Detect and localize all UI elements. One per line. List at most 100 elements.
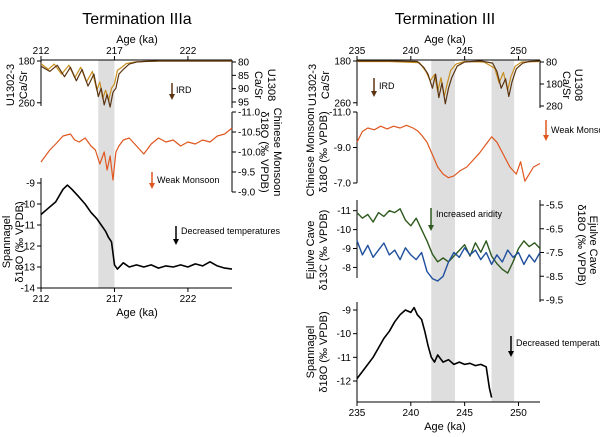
top-axis-title-left: Age (ka) — [116, 34, 158, 46]
top-x-tick-label: 250 — [510, 46, 527, 57]
ird-right-tick-label: 95 — [238, 98, 250, 109]
ird-series-u1308 — [40, 60, 232, 102]
ejulve-right-label: Ejulve Cave — [587, 216, 599, 275]
spannagel-left-tick-label: -12 — [21, 242, 36, 253]
ird-right-tick-label: 90 — [238, 84, 250, 95]
spannagel-left-tick-label: -9 — [342, 306, 351, 317]
ejulve-d18o-series — [356, 240, 541, 282]
spannagel-arrow-head — [508, 351, 514, 357]
ejulve-left-tick-label: -8 — [342, 263, 351, 274]
ejulve-left-tick-label: -10 — [337, 225, 352, 236]
ejulve-right-tick-label: -8.5 — [546, 272, 564, 283]
ird-left-label2: Ca/Sr — [320, 71, 332, 99]
spannagel-series — [356, 306, 493, 398]
monsoon-right-tick-label: -10.5 — [238, 128, 261, 139]
bottom-x-tick-label: 240 — [402, 408, 419, 419]
ird-annotation: IRD — [176, 85, 192, 95]
monsoon-left-label: Chinese Monsoon — [305, 108, 317, 197]
spannagel-series — [40, 184, 233, 270]
ejulve-left-tick-label: -11 — [337, 206, 351, 217]
monsoon-left-tick-label: -11.0 — [329, 108, 351, 119]
top-axis-title-right: Age (ka) — [424, 34, 466, 46]
ird-left-tick-label: 260 — [334, 98, 351, 109]
ird-right-label: U1308 — [265, 69, 277, 101]
ird-right-tick-label: 80 — [546, 58, 558, 69]
bottom-x-tick-label: 250 — [510, 408, 527, 419]
ejulve-left-label: Ejulve Cave — [305, 221, 317, 280]
spannagel-left-tick-label: -11 — [337, 353, 351, 364]
spannagel-left-tick-label: -10 — [21, 200, 36, 211]
monsoon-right-tick-label: -11.0 — [238, 108, 260, 119]
top-x-tick-label: 212 — [33, 46, 50, 57]
bottom-x-tick-label: 212 — [33, 294, 50, 305]
ird-left-tick-label: 180 — [18, 57, 35, 68]
ird-right-tick-label: 85 — [238, 71, 250, 82]
ird-series-u1302 — [40, 60, 232, 108]
spannagel-arrow-head — [173, 239, 179, 245]
top-x-tick-label: 240 — [402, 46, 419, 57]
top-x-tick-label: 222 — [180, 46, 197, 57]
ird-series-u1302 — [357, 60, 541, 105]
monsoon-right-tick-label: -9.0 — [238, 188, 256, 199]
top-x-tick-label: 217 — [106, 46, 123, 57]
ird-left-label: U1302-3 — [307, 64, 319, 106]
ejulve-left-tick-label: -9 — [342, 244, 351, 255]
ird-left-label: U1302-3 — [5, 64, 17, 106]
ejulve-right-tick-label: -5.5 — [546, 201, 564, 212]
ird-left-tick-label: 260 — [18, 98, 35, 109]
ird-right-tick-label: 180 — [546, 80, 563, 91]
monsoon-arrow-head — [149, 183, 155, 189]
monsoon-series — [356, 124, 541, 182]
monsoon-right-tick-label: -10.0 — [238, 148, 261, 159]
monsoon-series — [40, 127, 233, 181]
spannagel-left-tick-label: -14 — [21, 284, 36, 295]
monsoon-right-label2: δ18O (‰ VPDB) — [258, 111, 270, 192]
bottom-x-tick-label: 222 — [180, 294, 197, 305]
spannagel-left-tick-label: -9 — [26, 179, 35, 190]
ird-right-label2: Ca/Sr — [252, 71, 264, 99]
ejulve-right-tick-label: -6.5 — [546, 224, 564, 235]
monsoon-annotation: Weak Monsoon — [551, 125, 600, 135]
ejulve-right-tick-label: -9.5 — [546, 296, 564, 307]
bottom-x-tick-label: 217 — [106, 294, 123, 305]
spannagel-left-tick-label: -13 — [21, 263, 36, 274]
shaded-interval — [431, 60, 455, 402]
shaded-interval — [491, 60, 515, 402]
ird-left-label2: Ca/Sr — [18, 71, 30, 99]
shaded-interval — [98, 60, 115, 288]
bottom-axis-title-left: Age (ka) — [116, 307, 158, 319]
bottom-axis-title-right: Age (ka) — [424, 421, 466, 433]
ejulve-left-label2: δ13C (‰ VPDB) — [318, 210, 330, 291]
ird-right-tick-label: 280 — [546, 102, 563, 113]
monsoon-left-tick-label: -7.0 — [334, 179, 352, 190]
ird-right-label2: Ca/Sr — [560, 71, 572, 99]
ejulve-annotation: Increased aridity — [436, 209, 503, 219]
monsoon-left-tick-label: -9.0 — [334, 143, 352, 154]
ird-left-tick-label: 180 — [334, 57, 351, 68]
ejulve-arrow-head — [428, 225, 434, 231]
monsoon-arrow-head — [543, 135, 549, 141]
spannagel-left-label: Spannagel — [1, 216, 13, 269]
ird-arrow-head — [169, 94, 175, 100]
ird-arrow-head — [371, 91, 377, 97]
top-x-tick-label: 245 — [456, 46, 473, 57]
spannagel-left-tick-label: -11 — [21, 221, 35, 232]
ejulve-right-tick-label: -7.5 — [546, 248, 564, 259]
ird-annotation: IRD — [379, 81, 395, 91]
spannagel-left-tick-label: -10 — [337, 329, 352, 340]
panel-title-right: Termination III — [395, 11, 495, 28]
monsoon-annotation: Weak Monsoon — [157, 175, 219, 185]
monsoon-left-label2: δ18O (‰ VPDB) — [318, 111, 330, 192]
ejulve-right-label2: δ18O (‰ VPDB) — [575, 204, 587, 285]
spannagel-annotation: Decreased temperatures — [181, 226, 281, 236]
ird-right-tick-label: 80 — [238, 58, 250, 69]
spannagel-left-label2: δ18O (‰ VPDB) — [14, 201, 26, 282]
monsoon-right-label: Chinese Monsoon — [271, 108, 283, 197]
top-x-tick-label: 235 — [349, 46, 366, 57]
monsoon-right-tick-label: -9.5 — [238, 168, 256, 179]
bottom-x-tick-label: 245 — [456, 408, 473, 419]
spannagel-left-label: Spannagel — [305, 326, 317, 379]
bottom-x-tick-label: 235 — [349, 408, 366, 419]
